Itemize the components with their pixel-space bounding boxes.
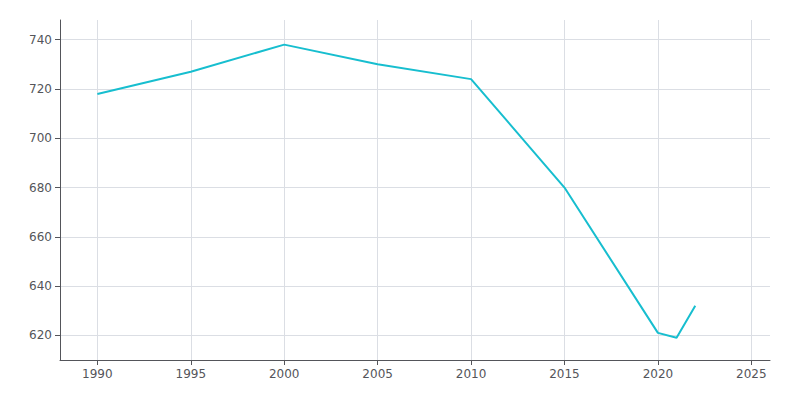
svg-text:2000: 2000 xyxy=(269,367,300,381)
svg-text:2005: 2005 xyxy=(362,367,393,381)
svg-text:2010: 2010 xyxy=(456,367,487,381)
svg-text:640: 640 xyxy=(29,279,52,293)
svg-text:2020: 2020 xyxy=(643,367,674,381)
svg-text:740: 740 xyxy=(29,33,52,47)
svg-text:680: 680 xyxy=(29,181,52,195)
svg-text:1990: 1990 xyxy=(82,367,113,381)
svg-text:620: 620 xyxy=(29,328,52,342)
svg-text:660: 660 xyxy=(29,230,52,244)
svg-text:2015: 2015 xyxy=(549,367,580,381)
svg-text:1995: 1995 xyxy=(176,367,207,381)
svg-text:2025: 2025 xyxy=(736,367,767,381)
svg-text:700: 700 xyxy=(29,131,52,145)
svg-text:720: 720 xyxy=(29,82,52,96)
